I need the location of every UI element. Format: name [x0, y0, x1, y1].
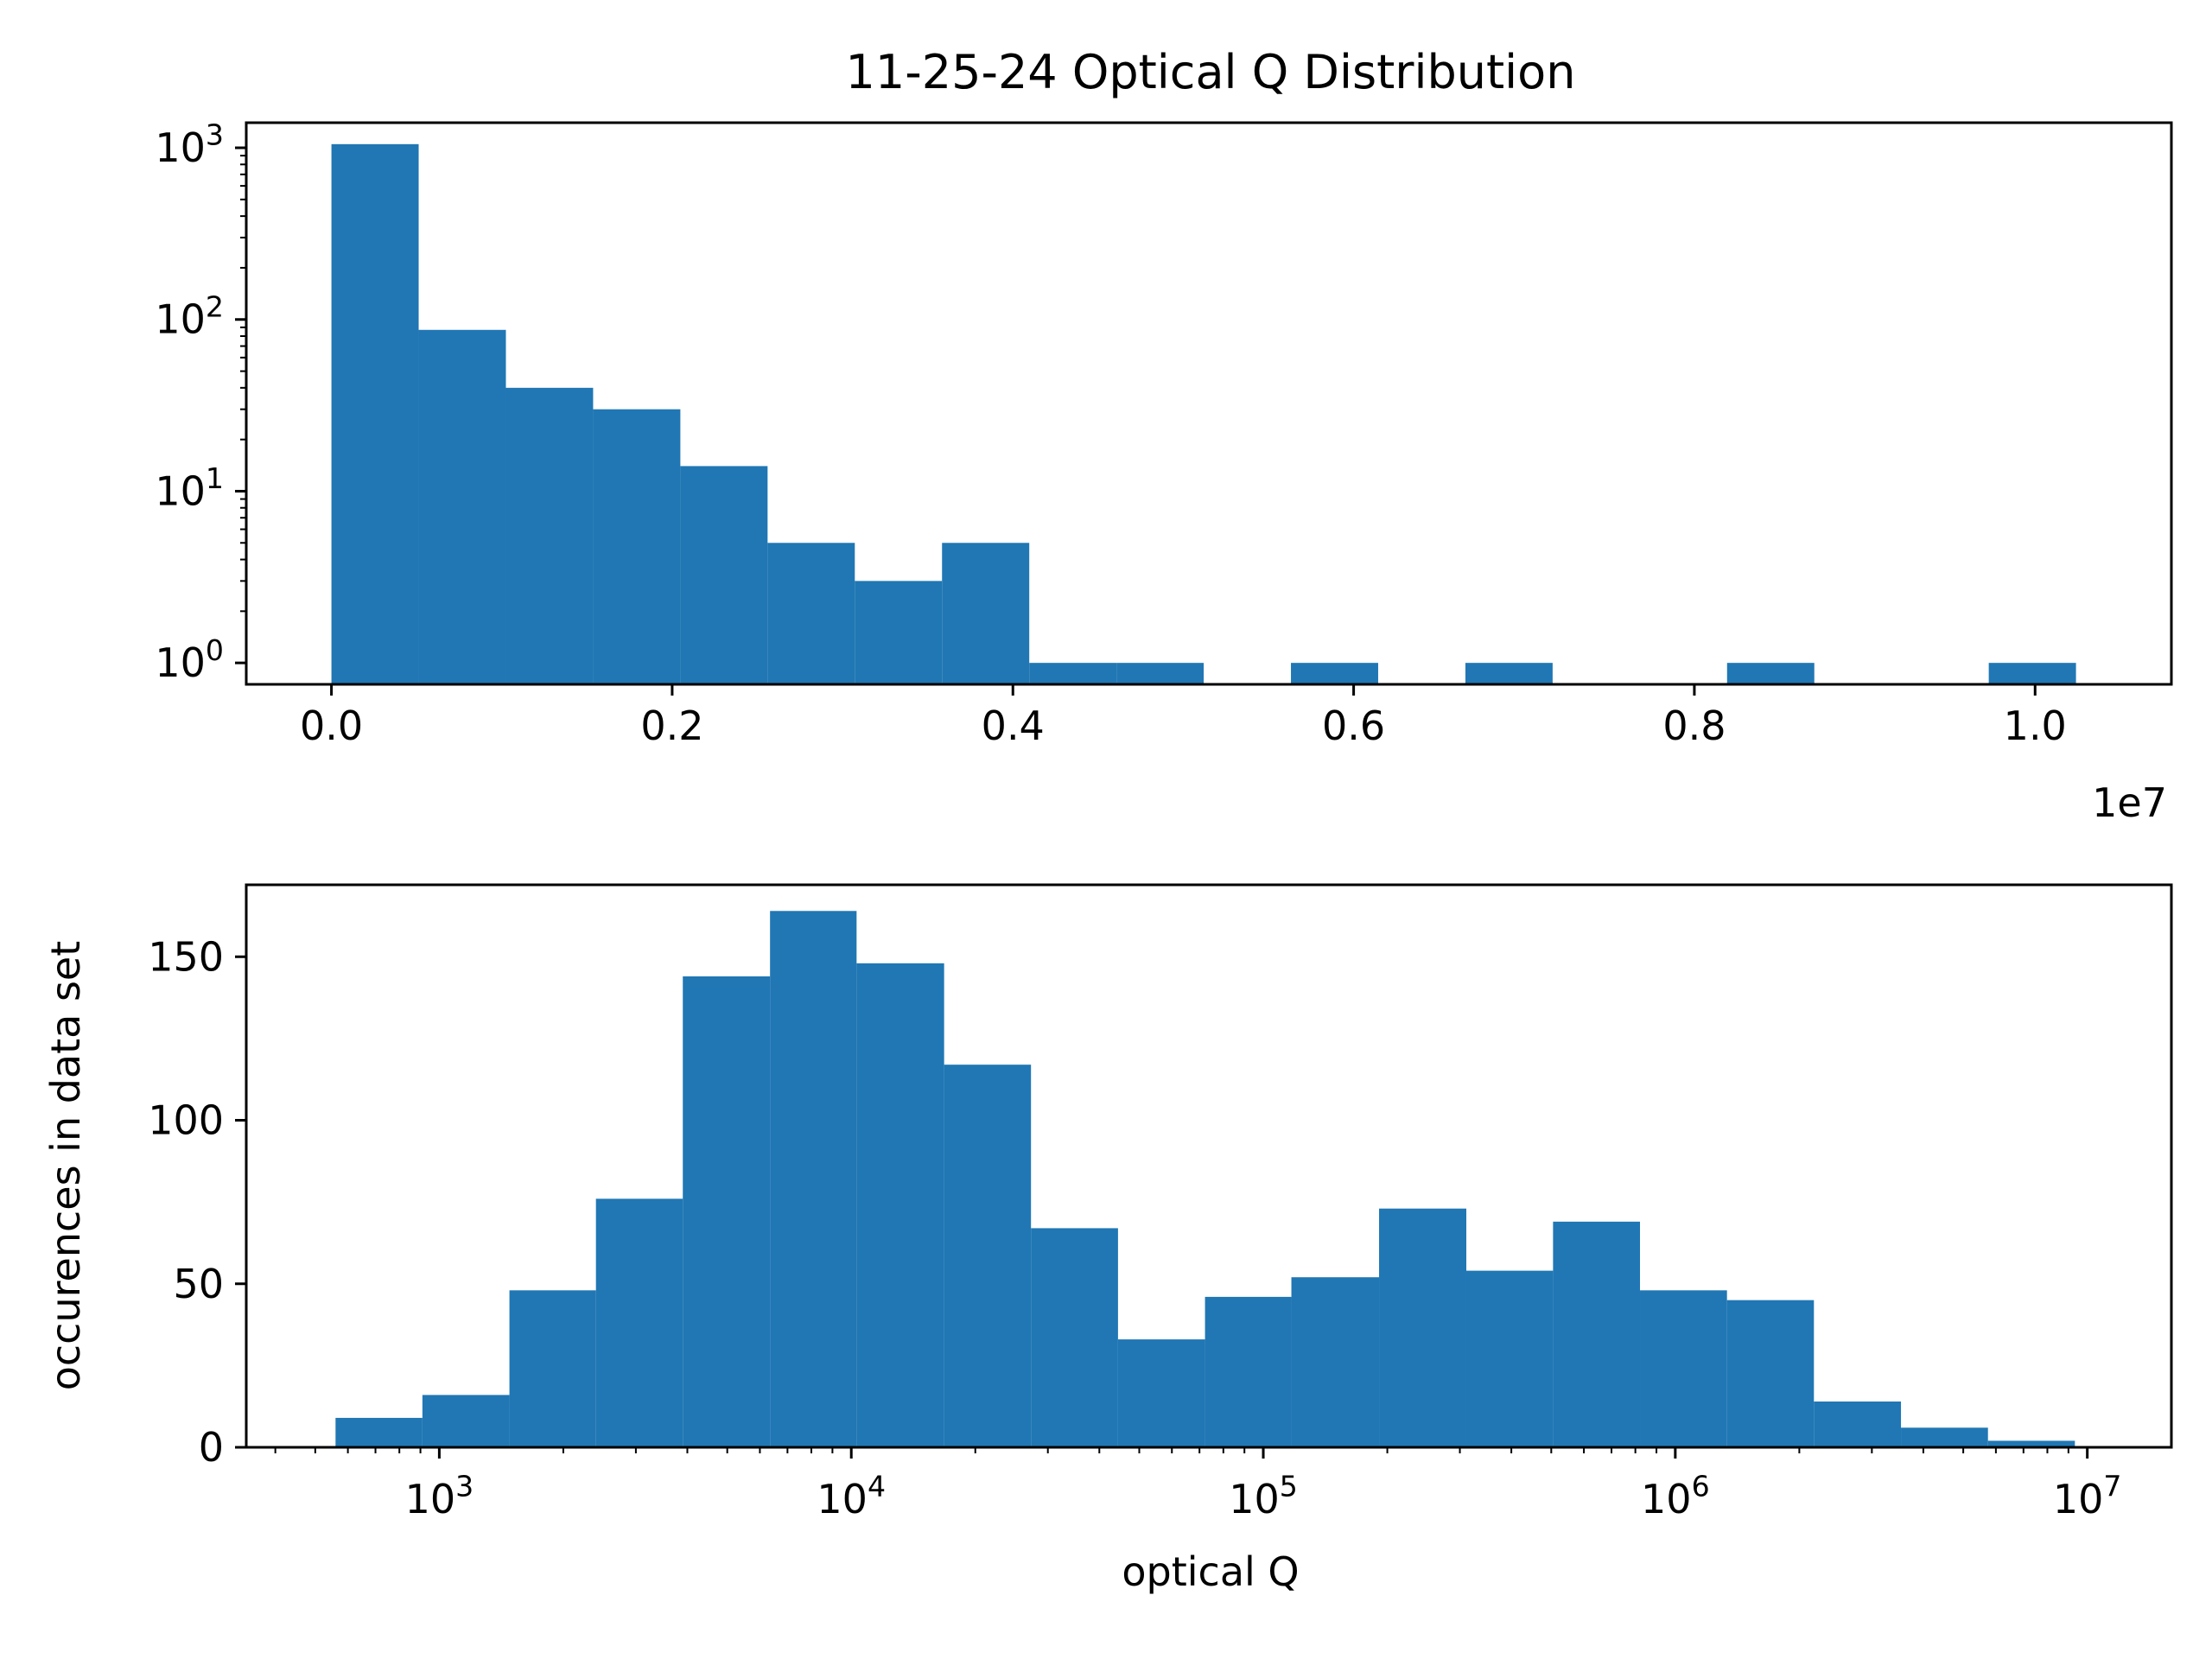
bottom-bar: [422, 1395, 510, 1447]
bottom-bar: [944, 1065, 1032, 1447]
figure-title: 11-25-24 Optical Q Distribution: [846, 45, 1576, 99]
bottom-bar: [509, 1290, 596, 1447]
bottom-bar: [1901, 1427, 1988, 1447]
top-bar: [1465, 663, 1553, 684]
top-bar: [593, 409, 681, 684]
bottom-bar: [335, 1417, 423, 1447]
bottom-x-tick-label: 103: [405, 1470, 474, 1522]
top-y-tick-label: 102: [155, 289, 224, 342]
bottom-x-tick-label: 105: [1229, 1470, 1298, 1522]
top-y-tick-label: 101: [155, 461, 224, 514]
bottom-y-ticks: 0 50 100 150: [148, 933, 246, 1471]
bottom-bar: [595, 1198, 683, 1447]
top-bar: [942, 543, 1030, 684]
top-bar: [680, 466, 768, 684]
bottom-histogram: 103 104 105 106 107 0 50 100 150 optical Q occu…: [42, 883, 2173, 1595]
top-bar: [1988, 663, 2076, 684]
bottom-bar: [1465, 1270, 1554, 1447]
bottom-y-tick-label: 50: [173, 1261, 224, 1307]
top-bar: [1116, 663, 1205, 684]
top-x-ticks: 0.0 0.2 0.4 0.6 0.8 1.0: [300, 684, 2067, 749]
top-y-ticks: 100 101 102 103: [155, 118, 246, 686]
top-bars: [331, 143, 2076, 685]
bottom-y-tick-label: 0: [199, 1424, 224, 1471]
top-bar: [1726, 663, 1815, 684]
top-bar: [767, 543, 855, 684]
bottom-y-tick-label: 100: [148, 1097, 224, 1144]
bottom-x-ticks: 103 104 105 106 107: [274, 1447, 2122, 1522]
bottom-x-axis-label: optical Q: [1122, 1548, 1299, 1595]
top-x-tick-label: 0.8: [1662, 702, 1726, 749]
top-bar: [505, 387, 594, 684]
top-histogram: 0.0 0.2 0.4 0.6 0.8 1.0 100 101 102 103 1e7: [155, 118, 2173, 826]
bottom-bar: [1726, 1300, 1815, 1447]
bottom-bars: [335, 911, 2075, 1447]
bottom-x-tick-label: 106: [1641, 1470, 1710, 1522]
bottom-bar: [1987, 1440, 2075, 1447]
bottom-y-tick-label: 150: [148, 933, 224, 980]
top-bar: [331, 143, 419, 685]
top-axes-frame: [245, 121, 2173, 686]
bottom-bar: [1205, 1296, 1292, 1447]
bottom-bar: [1814, 1402, 1902, 1447]
top-bar: [855, 581, 943, 684]
top-bar: [418, 329, 506, 684]
bottom-bar: [1117, 1339, 1205, 1447]
top-x-tick-label: 0.6: [1322, 702, 1385, 749]
bottom-y-axis-label: occurences in data set: [42, 941, 89, 1391]
top-bar: [1291, 663, 1378, 684]
bottom-bar: [1640, 1290, 1727, 1447]
top-x-tick-label: 0.4: [982, 702, 1045, 749]
top-y-tick-label: 103: [155, 118, 224, 171]
bottom-bar: [1379, 1208, 1466, 1447]
top-bar: [1029, 663, 1117, 684]
bottom-bar: [683, 976, 771, 1447]
bottom-x-tick-label: 107: [2053, 1470, 2122, 1522]
top-x-offset-label: 1e7: [2092, 779, 2167, 826]
top-x-tick-label: 0.0: [300, 702, 363, 749]
bottom-bar: [1553, 1221, 1641, 1447]
bottom-bar: [856, 963, 944, 1447]
top-x-tick-label: 0.2: [640, 702, 703, 749]
top-x-tick-label: 1.0: [2004, 702, 2067, 749]
bottom-bar: [770, 911, 857, 1447]
bottom-bar: [1031, 1228, 1118, 1447]
bottom-bar: [1291, 1277, 1380, 1447]
top-y-tick-label: 100: [155, 633, 224, 686]
bottom-axes-frame: [245, 883, 2173, 1449]
bottom-x-tick-label: 104: [817, 1470, 886, 1522]
